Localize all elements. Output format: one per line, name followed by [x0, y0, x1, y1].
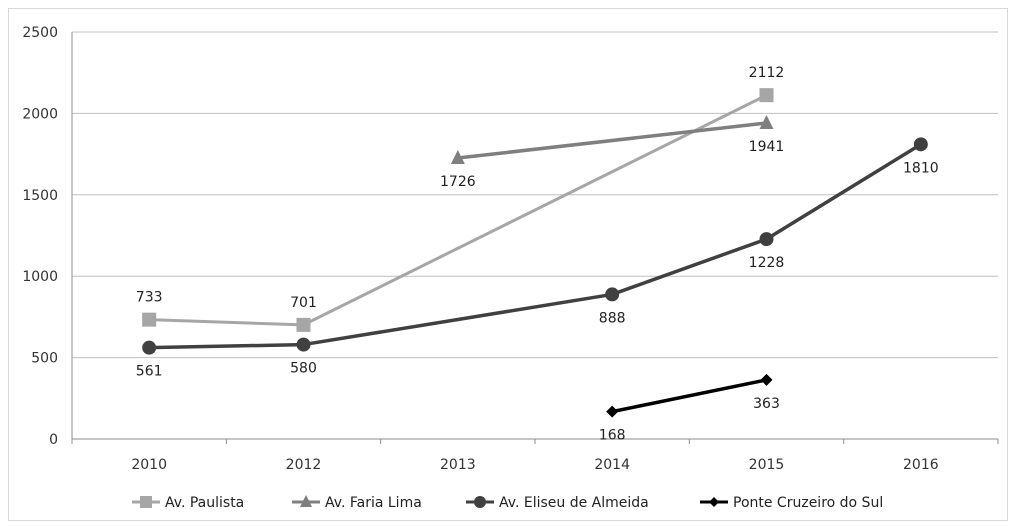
- y-tick-label: 500: [31, 351, 58, 367]
- legend-label: Av. Faria Lima: [325, 495, 422, 511]
- marker-square: [296, 317, 311, 332]
- legend-label: Av. Eliseu de Almeida: [499, 495, 649, 511]
- x-tick-label: 2010: [131, 457, 167, 473]
- marker-circle: [296, 337, 311, 352]
- x-tick-label: 2012: [286, 457, 322, 473]
- legend: Av. Paulista Av. Faria Lima Av. Eliseu de …: [132, 495, 883, 511]
- data-label: 701: [290, 295, 317, 311]
- x-tick-label: 2016: [903, 457, 939, 473]
- marker-square: [759, 88, 774, 103]
- data-label: 1941: [749, 139, 785, 155]
- y-tick-label: 2500: [22, 25, 58, 41]
- x-tick-label: 2013: [440, 457, 476, 473]
- data-label: 2112: [749, 65, 785, 81]
- marker-circle: [142, 340, 157, 355]
- data-label: 168: [599, 428, 626, 444]
- marker-triangle: [450, 150, 465, 165]
- marker-circle: [474, 496, 486, 508]
- data-label: 1726: [440, 174, 476, 190]
- marker-diamond: [709, 497, 719, 507]
- data-label: 1228: [749, 255, 785, 271]
- marker-circle: [759, 232, 774, 247]
- series-line: [457, 121, 767, 160]
- marker-triangle: [759, 115, 774, 130]
- marker-square: [140, 496, 152, 508]
- chart-frame: [8, 8, 1008, 521]
- data-label: 580: [290, 361, 317, 377]
- y-tick-label: 1500: [22, 188, 58, 204]
- legend-label: Ponte Cruzeiro do Sul: [733, 495, 883, 511]
- series-line: [149, 93, 768, 327]
- data-label: 561: [136, 364, 163, 380]
- grid-lines: [72, 31, 998, 359]
- marker-diamond: [606, 405, 619, 418]
- series-line: [149, 142, 922, 350]
- data-label: 1810: [903, 160, 939, 176]
- marker-circle: [913, 137, 928, 152]
- legend-label: Av. Paulista: [165, 495, 244, 511]
- marker-circle: [605, 287, 620, 302]
- marker-square: [142, 312, 157, 327]
- marker-triangle: [300, 495, 312, 507]
- x-axis: 2010 2012 2013 2014 2015 2016: [71, 32, 999, 473]
- x-tick-label: 2015: [749, 457, 785, 473]
- marker-diamond: [760, 373, 773, 386]
- data-label: 733: [136, 290, 163, 306]
- data-labels: 733 701 2112 1726 1941 561 580 888 1228 1810 168 36…: [136, 65, 939, 443]
- data-label: 363: [753, 396, 780, 412]
- y-tick-label: 1000: [22, 269, 58, 285]
- series-markers: [142, 88, 928, 418]
- y-axis-ticks: 0 500 1000 1500 2000 2500: [22, 25, 58, 448]
- y-tick-label: 2000: [22, 106, 58, 122]
- y-tick-label: 0: [49, 432, 58, 448]
- x-tick-label: 2014: [594, 457, 630, 473]
- data-label: 888: [599, 310, 626, 326]
- series-line: [611, 378, 767, 414]
- series-lines: [149, 93, 922, 414]
